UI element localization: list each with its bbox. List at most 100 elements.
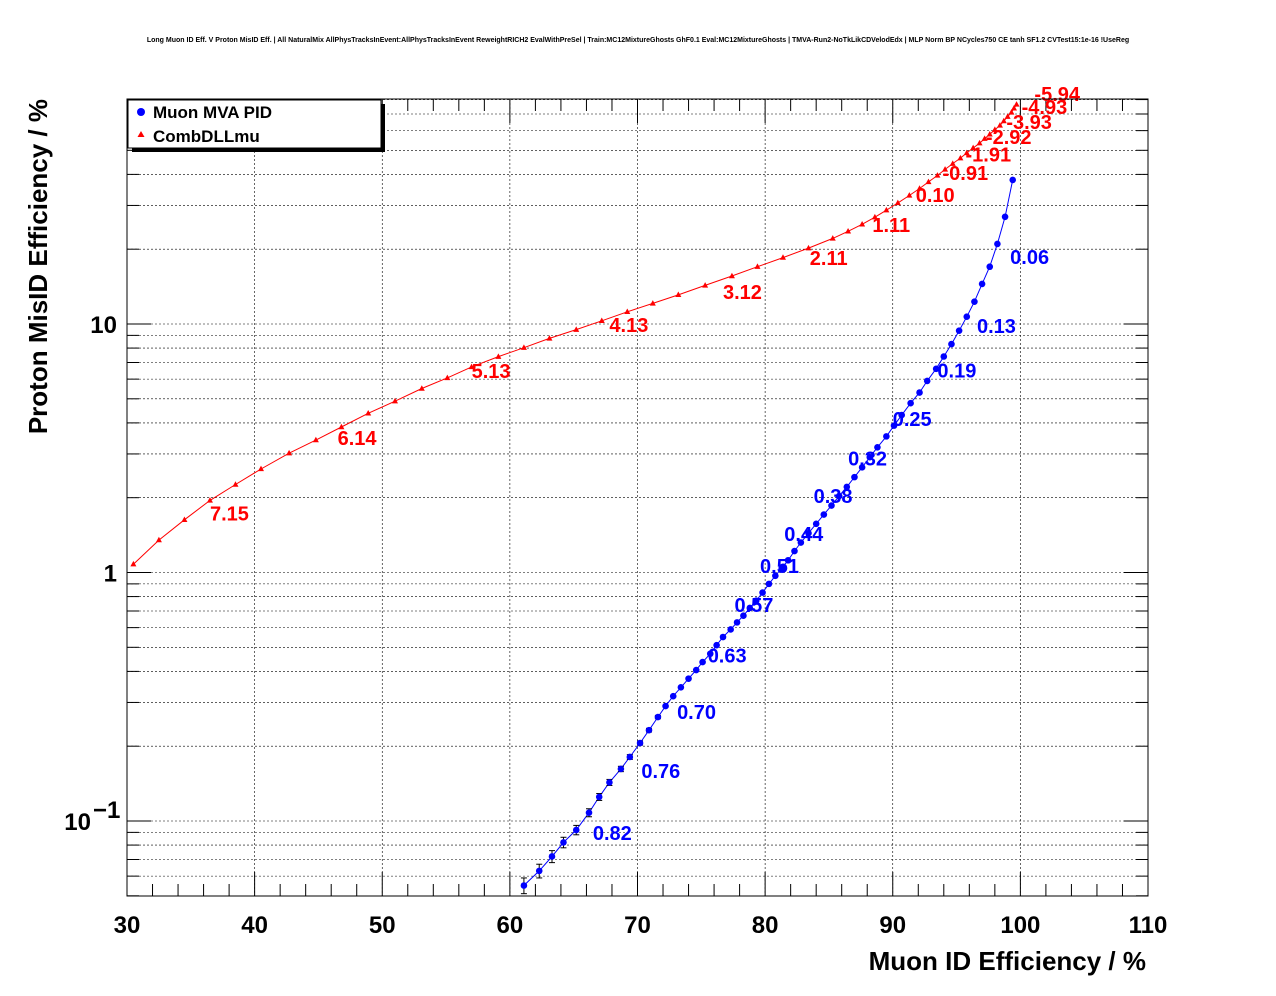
threshold-label-muon-mva-pid: 0.51 — [760, 556, 799, 578]
point-muon-mva-pid — [994, 240, 1001, 248]
point-muon-mva-pid — [662, 702, 669, 710]
legend: Muon MVA PID CombDLLmu — [127, 99, 385, 152]
point-muon-mva-pid — [791, 547, 798, 555]
threshold-label-combdllmu: -5.94 — [1034, 84, 1080, 106]
point-combdllmu — [649, 300, 656, 306]
point-muon-mva-pid — [733, 619, 741, 626]
point-combdllmu — [871, 213, 878, 220]
point-combdllmu — [1000, 117, 1007, 124]
plot-area — [130, 101, 1020, 895]
point-muon-mva-pid — [759, 589, 766, 596]
point-muon-mva-pid — [858, 464, 866, 471]
point-muon-mva-pid — [932, 365, 940, 373]
point-muon-mva-pid — [765, 580, 773, 588]
point-muon-mva-pid — [778, 564, 786, 572]
point-combdllmu — [1010, 104, 1017, 111]
point-muon-mva-pid — [978, 280, 986, 288]
threshold-label-combdllmu: 1.11 — [872, 215, 910, 237]
x-tick-label: 60 — [497, 912, 524, 939]
grid — [127, 99, 1148, 897]
annotations: 0.82 0.76 0.70 0.63 0.57 0.51 0.44 0.38 0.32 0.25… — [210, 84, 1081, 845]
threshold-label-combdllmu: 6.14 — [338, 428, 378, 450]
point-combdllmu — [258, 465, 265, 472]
point-muon-mva-pid — [685, 675, 692, 682]
threshold-label-combdllmu: 0.10 — [916, 185, 955, 207]
point-combdllmu — [981, 135, 988, 141]
y-tick-label: 10 — [90, 312, 117, 339]
point-combdllmu — [779, 254, 786, 260]
point-muon-mva-pid — [772, 572, 779, 580]
point-muon-mva-pid — [955, 327, 963, 334]
point-muon-mva-pid — [923, 377, 931, 385]
threshold-label-combdllmu: 2.11 — [810, 248, 848, 270]
point-muon-mva-pid — [812, 520, 820, 528]
point-muon-mva-pid — [692, 666, 700, 674]
point-combdllmu — [418, 385, 425, 391]
point-combdllmu — [468, 363, 475, 370]
point-muon-mva-pid — [706, 650, 714, 658]
point-combdllmu — [130, 560, 137, 567]
point-combdllmu — [963, 149, 970, 156]
point-combdllmu — [155, 536, 162, 543]
threshold-label-combdllmu: -1.91 — [965, 145, 1011, 167]
point-muon-mva-pid — [699, 658, 706, 666]
point-combdllmu — [338, 423, 345, 430]
point-combdllmu — [916, 185, 923, 191]
point-muon-mva-pid — [784, 556, 792, 564]
y-axis-title: Proton MisID Efficiency / % — [23, 99, 53, 434]
series-markers — [130, 101, 1020, 895]
point-combdllmu — [598, 317, 605, 324]
point-muon-mva-pid — [606, 779, 613, 786]
point-combdllmu — [365, 410, 372, 416]
point-combdllmu — [728, 272, 735, 279]
point-combdllmu — [925, 178, 932, 185]
point-muon-mva-pid — [963, 313, 971, 320]
point-combdllmu — [970, 144, 977, 151]
point-combdllmu — [573, 326, 580, 332]
x-tick-label: 100 — [1000, 912, 1040, 939]
point-combdllmu — [996, 122, 1003, 128]
point-muon-mva-pid — [677, 684, 685, 691]
point-muon-mva-pid — [1009, 176, 1017, 184]
x-tick-label: 50 — [369, 912, 396, 939]
point-muon-mva-pid — [654, 713, 662, 721]
point-muon-mva-pid — [617, 765, 625, 773]
point-muon-mva-pid — [916, 389, 923, 396]
chart-title: Long Muon ID Eff. V Proton MisID Eff. | … — [147, 37, 1129, 44]
point-muon-mva-pid — [746, 604, 754, 612]
point-muon-mva-pid — [669, 692, 677, 700]
point-combdllmu — [675, 291, 682, 298]
point-muon-mva-pid — [835, 492, 843, 500]
point-muon-mva-pid — [713, 641, 720, 649]
threshold-label-muon-mva-pid: 0.57 — [734, 595, 773, 617]
threshold-label-muon-mva-pid: 0.38 — [814, 486, 853, 508]
point-combdllmu — [232, 481, 239, 487]
point-muon-mva-pid — [828, 502, 835, 509]
point-muon-mva-pid — [971, 298, 978, 305]
threshold-label-combdllmu: 3.12 — [723, 282, 762, 304]
threshold-label-combdllmu: -3.93 — [1006, 112, 1052, 134]
point-muon-mva-pid — [797, 539, 805, 546]
threshold-label-muon-mva-pid: 0.32 — [848, 448, 887, 470]
point-combdllmu — [754, 263, 761, 269]
point-muon-mva-pid — [645, 726, 653, 734]
threshold-label-muon-mva-pid: 0.19 — [937, 361, 976, 383]
point-muon-mva-pid — [636, 739, 644, 747]
legend-label-muon-mva-pid: Muon MVA PID — [153, 103, 272, 122]
y-tick-label: 10 — [64, 809, 91, 836]
point-muon-mva-pid — [727, 626, 734, 633]
point-muon-mva-pid — [560, 839, 567, 846]
threshold-label-combdllmu: 7.15 — [210, 503, 249, 525]
point-muon-mva-pid — [820, 511, 828, 518]
point-muon-mva-pid — [585, 809, 593, 816]
y-tick-label: 1 — [104, 561, 117, 588]
x-tick-label: 80 — [752, 912, 779, 939]
point-muon-mva-pid — [626, 753, 634, 761]
point-combdllmu — [624, 308, 631, 314]
point-muon-mva-pid — [572, 826, 580, 834]
threshold-label-combdllmu: 5.13 — [472, 361, 511, 383]
threshold-label-muon-mva-pid: 0.13 — [977, 316, 1016, 338]
threshold-label-muon-mva-pid: 0.63 — [708, 646, 747, 668]
point-combdllmu — [206, 497, 213, 503]
